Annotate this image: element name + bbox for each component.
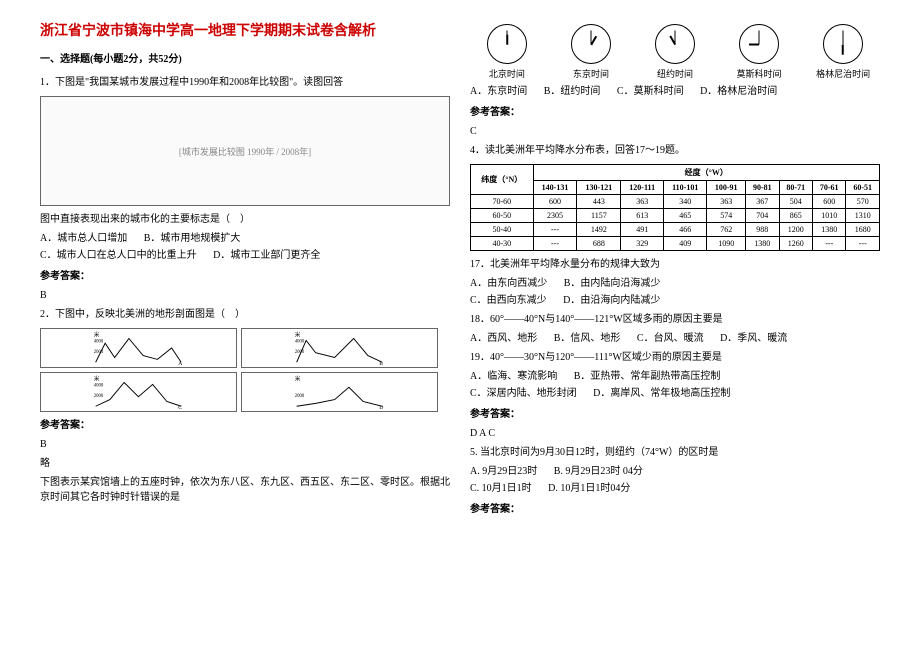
q18-opts: A．西风、地形 B．信风、地形 C．台风、暖流 D．季风、暖流 bbox=[470, 331, 880, 346]
svg-text:C: C bbox=[178, 405, 182, 411]
profile-a: 米4000 2000 A bbox=[40, 328, 237, 368]
profile-b: 米4000 2000 B bbox=[241, 328, 438, 368]
precipitation-table: 纬度（°N） 经度（°W） 140-131130-121120-111110-1… bbox=[470, 164, 880, 251]
answer-label: 参考答案： bbox=[40, 269, 450, 284]
table-row: 60-502305115761346557470486510101310 bbox=[471, 209, 880, 223]
q1-opt-b: B．城市用地规模扩大 bbox=[144, 231, 241, 246]
table-row: 50-40---1492491466762988120013801680 bbox=[471, 223, 880, 237]
clock-newyork: 纽约时间 bbox=[638, 24, 712, 80]
table-col: 140-131 bbox=[533, 181, 577, 195]
doc-title: 浙江省宁波市镇海中学高一地理下学期期末试卷含解析 bbox=[40, 20, 450, 40]
q2-answer: B bbox=[40, 437, 450, 452]
col-header: 经度（°W） bbox=[533, 165, 879, 181]
q1-opt-c: C．城市人口在总人口中的比重上升 bbox=[40, 248, 197, 263]
table-row: 70-60600443363340363367504600570 bbox=[471, 195, 880, 209]
row-header: 纬度（°N） bbox=[471, 165, 534, 195]
q1-opts-row2: C．城市人口在总人口中的比重上升 D．城市工业部门更齐全 bbox=[40, 248, 450, 263]
q17-opts: A．由东向西减少 B．由内陆向沿海减少 bbox=[470, 276, 880, 291]
q4-stem: 4．读北美洲年平均降水分布表，回答17～19题。 bbox=[470, 143, 880, 158]
q4-answer: D A C bbox=[470, 426, 880, 441]
right-column: 北京时间 东京时间 纽约时间 莫斯科时间 格林尼治时间 A．东京时间 B．纽约时… bbox=[460, 20, 890, 631]
answer-label-4: 参考答案： bbox=[470, 407, 880, 422]
answer-label-2: 参考答案： bbox=[40, 418, 450, 433]
svg-text:4000: 4000 bbox=[295, 339, 305, 344]
table-col: 60-51 bbox=[846, 181, 880, 195]
profile-figures: 米40002000A 米40002000B 米40002000C 米2000D bbox=[40, 328, 450, 412]
q18-stem: 18．60°——40°N与140°——121°W区域多雨的原因主要是 bbox=[470, 312, 880, 327]
profile-c: 米4000 2000 C bbox=[40, 372, 237, 412]
q2-note: 略 bbox=[40, 456, 450, 471]
clock-label: 北京时间 bbox=[489, 69, 525, 79]
clock-moscow: 莫斯科时间 bbox=[722, 24, 796, 80]
table-col: 100-91 bbox=[707, 181, 746, 195]
svg-text:4000: 4000 bbox=[94, 339, 104, 344]
answer-label-5: 参考答案： bbox=[470, 502, 880, 517]
clock-greenwich: 格林尼治时间 bbox=[806, 24, 880, 80]
q1-opt-d: D．城市工业部门更齐全 bbox=[213, 248, 320, 263]
q5-opts-row1: A. 9月29日23时 B. 9月29日23时 04分 bbox=[470, 464, 880, 479]
left-column: 浙江省宁波市镇海中学高一地理下学期期末试卷含解析 一、选择题(每小题2分，共52… bbox=[30, 20, 460, 631]
q1-stem: 1．下图是"我国某城市发展过程中1990年和2008年比较图"。读图回答 bbox=[40, 75, 450, 90]
profile-d: 米 2000 D bbox=[241, 372, 438, 412]
table-col: 90-81 bbox=[746, 181, 779, 195]
q19-opts: A．临海、寒流影响 B．亚热带、常年副热带高压控制 bbox=[470, 369, 880, 384]
table-col: 80-71 bbox=[779, 181, 812, 195]
q3-stem: 下图表示某宾馆墙上的五座时钟，依次为东八区、东九区、西五区、东二区、零时区。根据… bbox=[40, 475, 450, 505]
answer-label-3: 参考答案： bbox=[470, 105, 880, 120]
table-row: 40-30---688329409109013801260------ bbox=[471, 237, 880, 251]
q1-map-figure: [城市发展比较图 1990年 / 2008年] bbox=[40, 96, 450, 206]
q1-opt-a: A．城市总人口增加 bbox=[40, 231, 127, 246]
q17-stem: 17．北美洲年平均降水量分布的规律大致为 bbox=[470, 257, 880, 272]
minute-hand bbox=[506, 31, 507, 45]
q19-stem: 19．40°——30°N与120°——111°W区域少雨的原因主要是 bbox=[470, 350, 880, 365]
table-col: 70-61 bbox=[813, 181, 846, 195]
section-heading: 一、选择题(每小题2分，共52分) bbox=[40, 52, 450, 67]
svg-text:D: D bbox=[379, 405, 383, 411]
svg-text:A: A bbox=[178, 361, 183, 367]
clock-row: 北京时间 东京时间 纽约时间 莫斯科时间 格林尼治时间 bbox=[470, 24, 880, 80]
svg-text:2000: 2000 bbox=[94, 350, 104, 355]
svg-text:米: 米 bbox=[295, 331, 301, 339]
table-col: 130-121 bbox=[577, 181, 621, 195]
svg-text:2000: 2000 bbox=[295, 350, 305, 355]
clock-face bbox=[487, 24, 527, 64]
svg-text:B: B bbox=[379, 361, 383, 367]
q3-answer: C bbox=[470, 124, 880, 139]
q1-opts-row1: A．城市总人口增加 B．城市用地规模扩大 bbox=[40, 231, 450, 246]
clock-tokyo: 东京时间 bbox=[554, 24, 628, 80]
q5-stem: 5. 当北京时间为9月30日12时，则纽约（74°W）的区时是 bbox=[470, 445, 880, 460]
svg-text:米: 米 bbox=[94, 331, 100, 339]
q1-sub: 图中直接表现出来的城市化的主要标志是（ ） bbox=[40, 212, 450, 227]
svg-text:2000: 2000 bbox=[94, 394, 104, 399]
svg-text:米: 米 bbox=[94, 375, 100, 383]
table-col: 110-101 bbox=[664, 181, 707, 195]
q3-opts: A．东京时间 B．纽约时间 C．莫斯科时间 D．格林尼治时间 bbox=[470, 84, 880, 99]
svg-text:2000: 2000 bbox=[295, 394, 305, 399]
table-col: 120-111 bbox=[621, 181, 664, 195]
q1-answer: B bbox=[40, 288, 450, 303]
q2-stem: 2．下图中，反映北美洲的地形剖面图是（ ） bbox=[40, 307, 450, 322]
clock-beijing: 北京时间 bbox=[470, 24, 544, 80]
svg-text:4000: 4000 bbox=[94, 383, 104, 388]
q5-opts-row2: C. 10月1日1时 D. 10月1日1时04分 bbox=[470, 481, 880, 496]
table-body: 70-6060044336334036336750460057060-50230… bbox=[471, 195, 880, 251]
svg-text:米: 米 bbox=[295, 375, 301, 383]
